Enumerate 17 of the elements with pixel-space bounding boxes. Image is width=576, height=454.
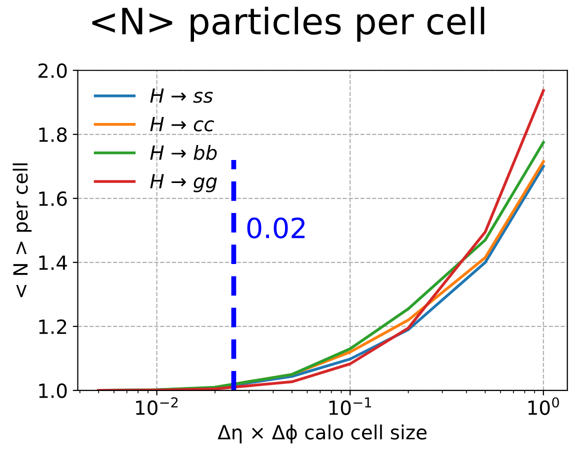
y-tick-label: 1.6: [39, 191, 67, 206]
x-tick-label: 10$^{−2}$: [136, 397, 178, 416]
legend-label: H → gg: [150, 174, 217, 192]
x-tick-label: 10$^{−1}$: [329, 397, 372, 416]
ref-line-label: 0.02: [247, 217, 305, 238]
chart-title: <N> particles per cell: [92, 6, 484, 42]
x-tick-label: 10$^{0}$: [528, 397, 559, 416]
x-axis-title: Δη × Δϕ calo cell size: [218, 424, 427, 444]
legend-label: H → bb: [150, 144, 217, 160]
y-axis-title: < N > per cell: [12, 163, 32, 298]
legend-label: H → ss: [150, 88, 213, 103]
legend-label: H → cc: [150, 117, 214, 132]
y-tick-label: 1.4: [39, 256, 67, 270]
y-tick-label: 1.2: [39, 319, 66, 334]
y-tick-label: 1.0: [39, 383, 67, 398]
y-tick-label: 1.8: [39, 127, 67, 142]
y-tick-label: 2.0: [38, 63, 67, 78]
